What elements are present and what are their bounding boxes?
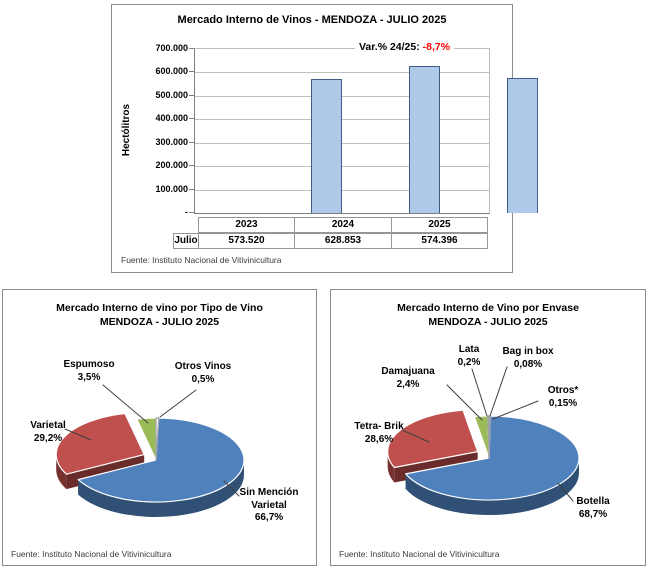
pie-slice <box>387 409 479 469</box>
leader-line <box>471 368 488 417</box>
year-header-cell: 2025 <box>391 217 488 233</box>
pie-slice-wall <box>78 460 245 517</box>
pie-slice-label: Espumoso 3,5% <box>63 359 115 383</box>
y-axis-tick: 300.000 <box>155 137 188 147</box>
pie-slice <box>155 417 160 461</box>
y-axis-tick: 400.000 <box>155 113 188 123</box>
bar-chart-title: Mercado Interno de Vinos - MENDOZA - JUL… <box>177 14 447 26</box>
value-cell: 573.520 <box>198 233 295 249</box>
y-axis-tick-mark <box>189 95 194 96</box>
pie-slice <box>77 417 245 503</box>
leader-line <box>64 428 92 441</box>
y-axis-tick-mark <box>189 142 194 143</box>
y-axis-tick-mark <box>189 71 194 72</box>
year-header-cell: 2024 <box>294 217 392 233</box>
title-line2: MENDOZA - JULIO 2025 <box>99 316 220 328</box>
title-line2: MENDOZA - JULIO 2025 <box>428 316 548 328</box>
title-line1: Mercado Interno de vino por Tipo de Vino <box>56 302 263 314</box>
pie-3d-chart <box>387 366 580 515</box>
pie-slice-wall <box>405 458 579 515</box>
bar <box>409 66 440 213</box>
pie-tipo-title: Mercado Interno de vino por Tipo de Vino… <box>3 301 316 329</box>
gridline <box>195 96 489 97</box>
pie-tipo-panel: Mercado Interno de vino por Tipo de Vino… <box>2 289 317 566</box>
variation-label: Var.% 24/25: -8,7% <box>355 41 455 53</box>
pie-slice-label: Lata 0,2% <box>457 344 481 368</box>
leader-line <box>492 400 539 420</box>
leader-line <box>159 389 197 418</box>
pie-slice-label: Sin Mención Varietal 66,7% <box>239 487 299 523</box>
pie-slice-label: Bag in box 0,08% <box>502 346 554 370</box>
value-cell: 628.853 <box>294 233 392 249</box>
title-line1: Mercado Interno de Vino por Envase <box>397 302 579 314</box>
variation-text: Var.% 24/25: <box>359 41 420 53</box>
leader-line <box>489 366 508 417</box>
source-note: Fuente: Instituto Nacional de Vitivinicu… <box>11 549 172 559</box>
y-axis-tick-mark <box>189 48 194 49</box>
gridline <box>195 143 489 144</box>
y-axis-tick-mark <box>189 118 194 119</box>
gridline <box>195 119 489 120</box>
leader-line <box>401 429 430 443</box>
pie-envase-panel: Mercado Interno de Vino por Envase MENDO… <box>330 289 646 566</box>
pie-slice-wall <box>387 451 395 483</box>
source-note: Fuente: Instituto Nacional de Vitivinicu… <box>339 549 500 559</box>
leader-lines <box>64 384 240 497</box>
bar-chart-panel: Mercado Interno de Vinos - MENDOZA - JUL… <box>111 4 538 273</box>
y-axis-tick-mark <box>189 165 194 166</box>
value-cell: 574.396 <box>391 233 488 249</box>
pie-slice-label: Otros Vinos 0,5% <box>174 361 232 385</box>
y-axis-tick: 200.000 <box>155 160 188 170</box>
pie-slice-label: Otros* 0,15% <box>547 385 579 409</box>
leader-lines <box>401 366 574 502</box>
y-axis-tick-mark <box>189 212 194 213</box>
pie-slice-label: Botella 68,7% <box>576 496 610 520</box>
leader-line <box>102 384 149 424</box>
row-label-cell: Julio <box>173 233 199 249</box>
y-axis-title: Hectólitros <box>121 103 132 157</box>
plot-area <box>194 48 538 214</box>
y-axis-tick: 600.000 <box>155 66 188 76</box>
pie-envase-title: Mercado Interno de Vino por Envase MENDO… <box>331 301 645 329</box>
y-axis-tick: 100.000 <box>155 184 188 194</box>
pie-slices <box>55 412 245 517</box>
gridline <box>195 72 489 73</box>
pie-slice-label: Tetra- Brik 28,6% <box>354 421 404 445</box>
y-axis-tick: 500.000 <box>155 90 188 100</box>
bar <box>507 78 538 213</box>
pie-slice-label: Varietal 29,2% <box>30 420 66 444</box>
y-axis-tick: - <box>185 207 188 217</box>
gridline <box>195 190 489 191</box>
pie-slices <box>387 409 580 515</box>
pie-slice-label: Damajuana 2,4% <box>381 366 435 390</box>
leader-line <box>223 480 240 497</box>
pie-slice-wall <box>56 454 67 490</box>
y-axis-tick: 700.000 <box>155 43 188 53</box>
leader-line <box>557 482 574 502</box>
leader-line <box>446 384 483 421</box>
year-header-cell: 2023 <box>198 217 295 233</box>
bar <box>311 79 342 213</box>
gridline <box>195 166 489 167</box>
y-axis-tick-mark <box>189 189 194 190</box>
pie-slice <box>405 415 580 501</box>
pie-slice <box>55 412 145 475</box>
pie-3d-chart <box>55 384 245 517</box>
variation-value: -8,7% <box>422 41 451 53</box>
source-note: Fuente: Instituto Nacional de Vitivinicu… <box>121 255 282 265</box>
